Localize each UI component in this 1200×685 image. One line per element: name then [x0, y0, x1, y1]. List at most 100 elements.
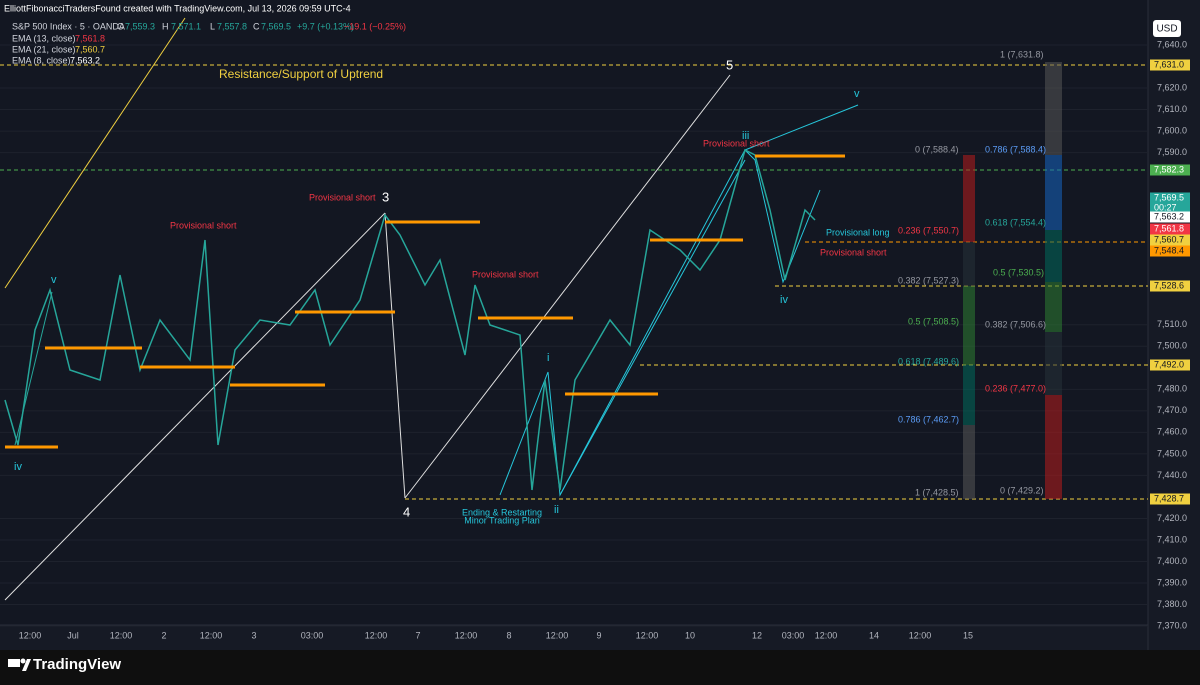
price-tag-label: 7,548.4 — [1154, 245, 1184, 255]
fib-zone — [1045, 395, 1062, 499]
indicator-value: 7,563.2 — [70, 55, 100, 65]
price-tick-label: 7,400.0 — [1157, 556, 1187, 566]
change: +9.7 (+0.13%) — [297, 21, 354, 31]
price-tick-label: 7,450.0 — [1157, 448, 1187, 458]
time-tick-label: 15 — [963, 630, 973, 640]
time-tick-label: 12:00 — [19, 630, 42, 640]
price-tick-label: 7,590.0 — [1157, 147, 1187, 157]
time-tick-label: 10 — [685, 630, 695, 640]
fib-label: 0 (7,429.2) — [1000, 485, 1044, 495]
time-tick-label: 12:00 — [200, 630, 223, 640]
label: C — [253, 21, 260, 31]
note: Minor Trading Plan — [464, 515, 540, 525]
price-tag-label: 00:27 — [1154, 202, 1177, 212]
fib-label: 0 (7,588.4) — [915, 144, 959, 154]
fib-zone — [1045, 62, 1062, 155]
price-tick-label: 7,500.0 — [1157, 341, 1187, 351]
currency-button[interactable] — [1153, 20, 1181, 37]
fib-label: 0.236 (7,477.0) — [985, 383, 1046, 393]
price-tick-label: 7,470.0 — [1157, 405, 1187, 415]
logo-mark — [8, 659, 20, 667]
note: Provisional long — [826, 227, 890, 237]
time-tick-label: 12:00 — [365, 630, 388, 640]
value: 7,557.8 — [217, 21, 247, 31]
price-tag — [1150, 245, 1190, 257]
fib-zone — [1045, 332, 1062, 395]
fib-zone — [963, 425, 975, 499]
time-tick-label: 12:00 — [455, 630, 478, 640]
price-tag — [1150, 202, 1190, 214]
fib-right-box — [1045, 62, 1062, 499]
wave-label: iv — [14, 461, 22, 473]
change: −19.1 (−0.25%) — [344, 21, 406, 31]
brand: TradingView — [33, 656, 121, 673]
time-tick-label: 3 — [251, 630, 256, 640]
wave-line — [744, 104, 859, 151]
currency[interactable]: USD — [1156, 24, 1177, 35]
price-tag — [1150, 223, 1190, 235]
footer-bar — [0, 650, 1200, 685]
price-tags: 7,631.0 7,582.3 7,569.500:277,563.2 7,561.8… — [1150, 59, 1190, 505]
label: H — [162, 21, 169, 31]
logo-mark — [22, 659, 31, 671]
price-tick-label: 7,420.0 — [1157, 513, 1187, 523]
price-tag — [1150, 493, 1190, 505]
fib-zone — [1045, 155, 1062, 230]
time-tick-label: 7 — [415, 630, 420, 640]
logo-mark — [20, 658, 26, 664]
time-tick-label: 9 — [596, 630, 601, 640]
trend-line — [404, 74, 731, 499]
trend-line — [384, 212, 406, 499]
credit: ElliottFibonacciTradersFound created wit… — [4, 3, 351, 13]
trend-line — [4, 212, 386, 601]
fib-zone — [963, 155, 975, 242]
indicator-value: 7,561.8 — [75, 33, 105, 43]
price-tag-label: 7,569.5 — [1154, 192, 1184, 202]
value: 7,571.1 — [171, 21, 201, 31]
price-tick-label: 7,460.0 — [1157, 427, 1187, 437]
time-tick-label: 12:00 — [546, 630, 569, 640]
time-tick-label: 03:00 — [301, 630, 324, 640]
price-tick-label: 7,370.0 — [1157, 620, 1187, 630]
fib-zone — [963, 365, 975, 425]
value: 7,559.3 — [125, 21, 155, 31]
fib-labels: 1 (7,631.8) 0 (7,588.4) 0.236 (7,550.7) 0.3… — [898, 49, 1046, 497]
symbol: S&P 500 Index · 5 · OANDA — [12, 21, 125, 31]
price-tag-label: 7,560.7 — [1154, 234, 1184, 244]
price-tag — [1150, 234, 1190, 246]
logo — [8, 658, 31, 671]
annotation: Resistance/Support of Uptrend — [219, 67, 383, 81]
fib-label: 0.618 (7,554.4) — [985, 217, 1046, 227]
time-tick-label: 03:00 — [782, 630, 805, 640]
note: Provisional short — [703, 138, 770, 148]
price-tick-label: 7,480.0 — [1157, 384, 1187, 394]
note: Provisional short — [820, 247, 887, 257]
time-tick-label: 12 — [752, 630, 762, 640]
note: Provisional short — [472, 269, 539, 279]
price-tick-label: 7,390.0 — [1157, 577, 1187, 587]
ohlc: O 7,559.3 H 7,571.1 L 7,557.8 C 7,569.5 … — [117, 21, 406, 31]
fib-zone — [963, 286, 975, 365]
orange-segments — [5, 154, 845, 449]
price-tick-label: 7,510.0 — [1157, 319, 1187, 329]
wave-label: 5 — [726, 57, 733, 72]
indicator-name: EMA (8, close) — [12, 55, 71, 65]
fib-left-box — [963, 155, 975, 499]
price-tag-label: 7,428.7 — [1154, 493, 1184, 503]
time-tick-label: Jul — [67, 630, 79, 640]
price-tag-label: 7,561.8 — [1154, 223, 1184, 233]
price-tick-label: 7,620.0 — [1157, 82, 1187, 92]
fib-label: 0.5 (7,508.5) — [908, 316, 959, 326]
indicator-name: EMA (13, close) — [12, 33, 76, 43]
fib-label: 1 (7,631.8) — [1000, 49, 1044, 59]
fib-label: 1 (7,428.5) — [915, 487, 959, 497]
price-ticks: 7,640.0 7,620.0 7,610.0 7,600.0 7,590.0 7,510… — [1157, 39, 1187, 630]
price-tag — [1150, 280, 1190, 292]
fib-label: 0.786 (7,462.7) — [898, 414, 959, 424]
note: Provisional short — [170, 220, 237, 230]
price-tag — [1150, 164, 1190, 176]
price-tag-label: 7,582.3 — [1154, 164, 1184, 174]
wave-label: v — [51, 274, 57, 286]
time-tick-label: 12:00 — [815, 630, 838, 640]
time-tick-label: 12:00 — [110, 630, 133, 640]
